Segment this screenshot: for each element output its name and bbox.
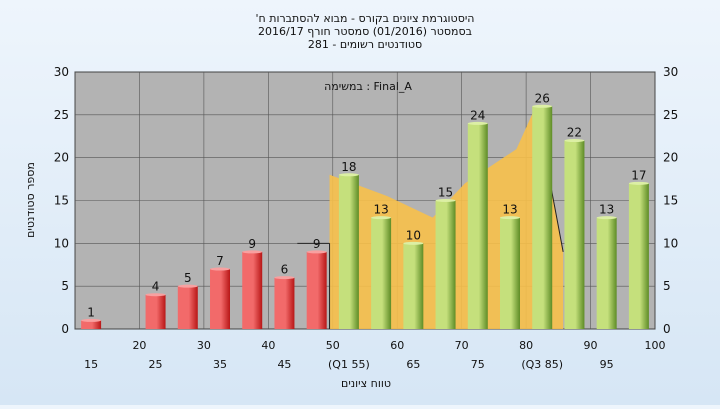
bar-top-cap [564, 139, 585, 143]
x-tick-label: 65 [406, 358, 420, 371]
x-tick-label: 80 [519, 339, 533, 352]
bar-15 [81, 320, 102, 329]
y-tick-label-left: 0 [61, 322, 69, 336]
bar-85 [532, 106, 553, 330]
bar-70 [435, 200, 456, 329]
x-tick-label: 95 [600, 358, 614, 371]
bar-top-cap [145, 293, 166, 297]
y-tick-label-left: 5 [61, 279, 69, 293]
bar-top-cap [210, 267, 230, 271]
bar-25 [145, 294, 166, 329]
bar-top-cap [371, 216, 392, 220]
y-tick-label-right: 0 [663, 322, 671, 336]
bar-top-cap [242, 250, 263, 254]
bar-value-label: 18 [341, 160, 356, 174]
bar-value-label: 9 [313, 237, 321, 251]
y-tick-label-left: 20 [54, 151, 69, 165]
bar-value-label: 22 [567, 126, 582, 140]
title-line-2: בסמסטר (01/2016) סמסטר חורף 2016/17 [258, 25, 472, 38]
x-tick-label: 90 [584, 339, 598, 352]
x-tick-label: 75 [471, 358, 485, 371]
x-tick-label: 40 [261, 339, 275, 352]
bar-value-label: 6 [281, 263, 289, 277]
title-line-1: 'היסטוגרמת ציונים בקורס - מבוא להסתברות … [256, 12, 475, 25]
bar-top-cap [338, 173, 359, 177]
bar-value-label: 4 [152, 280, 160, 294]
x-tick-label: 45 [277, 358, 291, 371]
bar-top-cap [500, 216, 520, 220]
bar-top-cap [467, 121, 488, 125]
x-tick-label: 30 [197, 339, 211, 352]
y-tick-label-right: 15 [663, 194, 678, 208]
bar-100 [628, 183, 649, 329]
bar-top-cap [274, 276, 295, 280]
bar-value-label: 13 [502, 203, 517, 217]
x-tick-label: 35 [213, 358, 227, 371]
y-tick-label-left: 10 [54, 236, 69, 250]
bar-top-cap [596, 216, 617, 220]
bar-50 [306, 251, 327, 329]
y-tick-label-right: 10 [663, 236, 678, 250]
bar-value-label: 13 [373, 203, 388, 217]
bar-55 [338, 174, 359, 329]
x-tick-label: 50 [326, 339, 340, 352]
bar-30 [177, 286, 198, 329]
bar-80 [500, 217, 520, 329]
bar-top-cap [403, 241, 424, 245]
x-tick-label: 20 [132, 339, 146, 352]
bar-value-label: 17 [631, 168, 646, 182]
bar-value-label: 13 [599, 203, 614, 217]
bar-60 [371, 217, 392, 329]
bar-40 [242, 251, 263, 329]
bar-75 [467, 123, 488, 330]
bar-65 [403, 243, 424, 329]
x-tick-label: (Q3 85) [521, 358, 563, 371]
x-tick-label: 100 [645, 339, 666, 352]
title-line-3: סטודנטים רשומים - 281 [308, 38, 422, 51]
bar-value-label: 24 [470, 108, 485, 122]
x-tick-label: 25 [149, 358, 163, 371]
bar-value-label: 10 [406, 228, 421, 242]
bar-90 [564, 140, 585, 329]
bar-value-label: 9 [248, 237, 256, 251]
x-tick-label: 15 [84, 358, 98, 371]
task-annotation: במשימה : Final_A [324, 80, 412, 93]
bar-value-label: 26 [535, 91, 550, 105]
bar-top-cap [177, 284, 198, 288]
y-tick-label-left: 15 [54, 194, 69, 208]
y-tick-label-left: 30 [54, 65, 69, 79]
bar-top-cap [435, 199, 456, 202]
bar-top-cap [532, 104, 553, 108]
y-axis-label: מספר סטודנטים [24, 162, 37, 238]
bar-value-label: 15 [438, 186, 453, 200]
x-axis-label: טווח ציונים [341, 377, 391, 390]
bar-35 [210, 269, 230, 329]
bar-value-label: 5 [184, 271, 192, 285]
bar-value-label: 1 [87, 305, 95, 319]
bar-95 [596, 217, 617, 329]
bar-45 [274, 277, 295, 329]
y-tick-label-right: 30 [663, 65, 678, 79]
x-tick-label: (Q1 55) [328, 358, 370, 371]
y-tick-label-left: 25 [54, 108, 69, 122]
y-tick-label-right: 20 [663, 151, 678, 165]
x-tick-label: 60 [390, 339, 404, 352]
y-tick-label-right: 5 [663, 279, 671, 293]
x-tick-label: 70 [455, 339, 469, 352]
bar-top-cap [628, 181, 649, 185]
y-tick-label-right: 25 [663, 108, 678, 122]
bar-value-label: 7 [216, 254, 224, 268]
bar-top-cap [306, 250, 327, 254]
bar-top-cap [81, 318, 102, 322]
chart-title: 'היסטוגרמת ציונים בקורס - מבוא להסתברות … [256, 12, 475, 51]
